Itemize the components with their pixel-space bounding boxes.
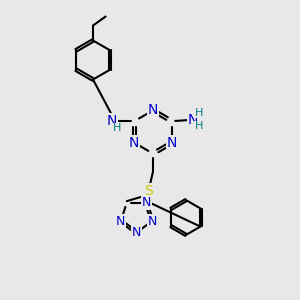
Text: N: N: [106, 114, 117, 128]
Text: S: S: [144, 184, 153, 198]
Text: N: N: [188, 113, 199, 127]
Text: N: N: [116, 214, 125, 228]
Text: H: H: [113, 123, 122, 133]
Text: N: N: [129, 136, 140, 150]
Text: N: N: [167, 136, 177, 150]
Text: H: H: [194, 121, 203, 131]
Text: N: N: [142, 196, 151, 209]
Text: N: N: [148, 214, 157, 228]
Text: N: N: [132, 226, 141, 239]
Text: N: N: [148, 103, 158, 117]
Text: H: H: [194, 108, 203, 118]
